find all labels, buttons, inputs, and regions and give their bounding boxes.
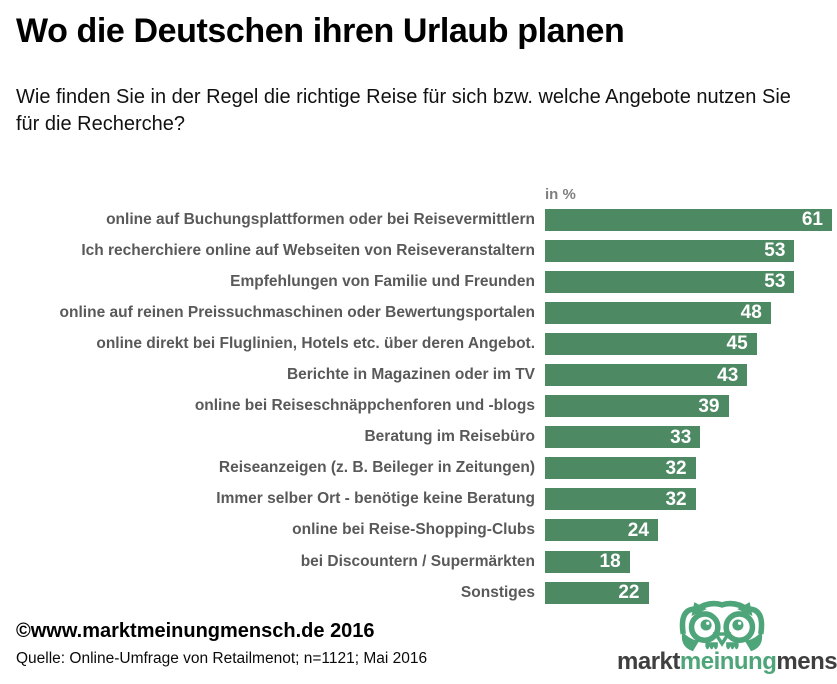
- category-label: Ich recherchiere online auf Webseiten vo…: [81, 241, 535, 259]
- brand-wordmark: marktmeinungmensch: [617, 648, 837, 676]
- value-label: 32: [665, 457, 687, 479]
- bar-rows: online auf Buchungsplattformen oder bei …: [0, 204, 837, 608]
- bar: 22: [545, 581, 649, 604]
- bar-row: online auf reinen Preissuchmaschinen ode…: [0, 297, 837, 328]
- bar: 48: [545, 301, 771, 324]
- owl-icon: [679, 600, 765, 652]
- category-label: Immer selber Ort - benötige keine Beratu…: [216, 490, 535, 508]
- value-label: 53: [764, 240, 786, 262]
- bar: 32: [545, 488, 696, 511]
- value-label: 22: [618, 582, 640, 604]
- bar-row: Empfehlungen von Familie und Freunden 53: [0, 266, 837, 297]
- category-label: Reiseanzeigen (z. B. Beileger in Zeitung…: [218, 459, 535, 477]
- page-title: Wo die Deutschen ihren Urlaub planen: [16, 12, 625, 50]
- value-label: 45: [726, 333, 748, 355]
- bar-row: bei Discountern / Supermärkten 18: [0, 546, 837, 577]
- value-label: 32: [665, 488, 687, 510]
- bar: 45: [545, 332, 757, 355]
- bar: 24: [545, 519, 658, 542]
- category-label: Sonstiges: [460, 583, 535, 601]
- bar-row: online bei Reise-Shopping-Clubs 24: [0, 515, 837, 546]
- value-label: 48: [740, 302, 762, 324]
- bar: 53: [545, 239, 795, 262]
- bar-row: online direkt bei Fluglinien, Hotels etc…: [0, 328, 837, 359]
- value-label: 53: [764, 271, 786, 293]
- value-label: 18: [599, 551, 621, 573]
- category-label: online bei Reise-Shopping-Clubs: [292, 521, 535, 539]
- category-label: bei Discountern / Supermärkten: [300, 552, 535, 570]
- category-label: online auf Buchungsplattformen oder bei …: [106, 210, 535, 228]
- brand-logo: marktmeinungmensch: [617, 596, 837, 676]
- subtitle: Wie finden Sie in der Regel die richtige…: [16, 86, 791, 135]
- bar: 53: [545, 270, 795, 293]
- bar: 39: [545, 395, 729, 418]
- category-label: Beratung im Reisebüro: [364, 428, 535, 446]
- value-label: 43: [717, 364, 739, 386]
- copyright: ©www.marktmeinungmensch.de 2016: [16, 620, 375, 642]
- wordmark-markt: markt: [617, 648, 680, 675]
- wordmark-meinung: meinung: [679, 648, 777, 675]
- category-label: Empfehlungen von Familie und Freunden: [230, 272, 535, 290]
- bar-row: online bei Reiseschnäppchenforen und -bl…: [0, 391, 837, 422]
- category-label: online direkt bei Fluglinien, Hotels etc…: [96, 334, 535, 352]
- bar: 32: [545, 457, 696, 480]
- category-label: online auf reinen Preissuchmaschinen ode…: [59, 303, 535, 321]
- bar-row: Beratung im Reisebüro 33: [0, 422, 837, 453]
- wordmark-mensch: mensch: [776, 648, 837, 675]
- unit-label: in %: [545, 186, 576, 203]
- bar: 33: [545, 426, 701, 449]
- value-label: 24: [627, 519, 649, 541]
- value-label: 61: [801, 209, 823, 231]
- bar-row: Ich recherchiere online auf Webseiten vo…: [0, 235, 837, 266]
- bar-row: Berichte in Magazinen oder im TV 43: [0, 359, 837, 390]
- bar-row: online auf Buchungsplattformen oder bei …: [0, 204, 837, 235]
- value-label: 39: [698, 395, 720, 417]
- bar-row: Reiseanzeigen (z. B. Beileger in Zeitung…: [0, 453, 837, 484]
- bar: 18: [545, 550, 630, 573]
- category-label: Berichte in Magazinen oder im TV: [286, 366, 535, 384]
- bar-row: Immer selber Ort - benötige keine Beratu…: [0, 484, 837, 515]
- bar-row: Sonstiges 22: [0, 577, 837, 608]
- category-label: online bei Reiseschnäppchenforen und -bl…: [194, 397, 535, 415]
- value-label: 33: [670, 426, 692, 448]
- source-note: Quelle: Online-Umfrage von Retailmenot; …: [16, 650, 428, 667]
- bar: 61: [545, 208, 832, 231]
- bar: 43: [545, 364, 748, 387]
